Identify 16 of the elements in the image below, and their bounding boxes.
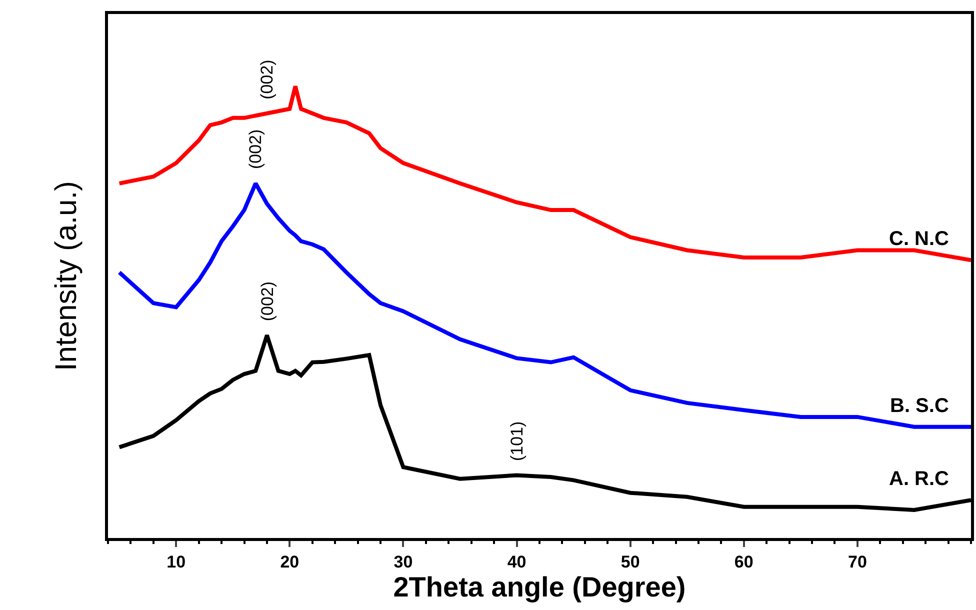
annotation: (002) xyxy=(258,281,277,322)
x-axis-title: 2Theta angle (Degree) xyxy=(393,571,686,602)
x-tick-label: 20 xyxy=(280,552,300,572)
x-tick-label: 70 xyxy=(848,552,867,572)
x-tick-label: 50 xyxy=(620,552,640,572)
series-label: A. R.C xyxy=(889,468,949,490)
annotation: (002) xyxy=(258,60,277,100)
series-label: C. N.C xyxy=(889,228,949,250)
x-tick-label: 10 xyxy=(166,552,186,572)
series-label: B. S.C xyxy=(890,395,949,417)
annotation: (101) xyxy=(508,421,527,461)
x-tick-label: 40 xyxy=(507,552,526,572)
x-tick-label: 60 xyxy=(734,552,754,572)
x-tick-label: 30 xyxy=(394,552,413,572)
annotation: (002) xyxy=(246,129,266,170)
y-axis-title: Intensity (a.u.) xyxy=(50,180,83,372)
